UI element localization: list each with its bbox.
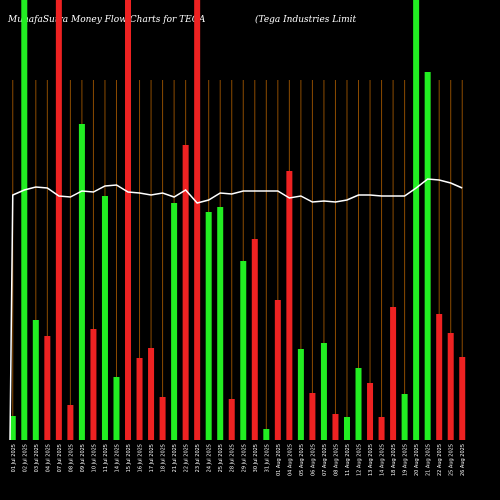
x-tick-label: 14 Jul 2025 bbox=[114, 444, 120, 472]
bar bbox=[424, 72, 431, 440]
x-tick-label: 13 Aug 2025 bbox=[368, 444, 374, 476]
x-tick-label: 12 Aug 2025 bbox=[357, 444, 363, 476]
bar bbox=[459, 357, 466, 440]
x-tick-label: 18 Jul 2025 bbox=[161, 444, 167, 472]
bar bbox=[90, 329, 97, 440]
x-tick-label: 21 Aug 2025 bbox=[426, 444, 432, 476]
bar bbox=[78, 124, 85, 440]
bar bbox=[251, 239, 258, 440]
x-tick-label: 08 Jul 2025 bbox=[68, 444, 74, 472]
x-tick-label: 17 Jul 2025 bbox=[149, 444, 155, 472]
bar bbox=[32, 320, 39, 440]
x-tick-label: 29 Jul 2025 bbox=[241, 444, 247, 472]
bar bbox=[332, 414, 339, 440]
bar bbox=[401, 394, 408, 440]
bar bbox=[125, 0, 132, 440]
bar bbox=[67, 405, 74, 440]
x-tick-label: 10 Jul 2025 bbox=[91, 444, 97, 472]
price-line bbox=[9, 178, 463, 441]
x-tick-label: 30 Jul 2025 bbox=[253, 444, 259, 472]
x-tick-label: 23 Jul 2025 bbox=[195, 444, 201, 472]
bar bbox=[194, 0, 201, 440]
chart-subtitle: (Tega Industries Limit bbox=[255, 14, 357, 25]
bar bbox=[320, 343, 327, 440]
bar bbox=[297, 349, 304, 440]
bar bbox=[136, 358, 143, 440]
bar bbox=[343, 417, 350, 440]
x-tick-label: 08 Aug 2025 bbox=[333, 444, 339, 476]
x-tick-label: 19 Aug 2025 bbox=[403, 444, 409, 476]
x-tick-label: 22 Jul 2025 bbox=[184, 444, 190, 472]
x-tick-label: 24 Jul 2025 bbox=[207, 444, 213, 472]
bar bbox=[436, 314, 443, 440]
x-tick-label: 21 Jul 2025 bbox=[172, 444, 178, 472]
bar bbox=[378, 417, 385, 440]
x-tick-label: 09 Jul 2025 bbox=[80, 444, 86, 472]
x-tick-label: 14 Aug 2025 bbox=[380, 444, 386, 476]
bar bbox=[9, 416, 16, 440]
bar bbox=[182, 145, 189, 440]
bar bbox=[413, 0, 420, 440]
bar bbox=[355, 368, 362, 440]
x-tick-label: 31 Jul 2025 bbox=[264, 444, 270, 472]
x-tick-label: 25 Jul 2025 bbox=[218, 444, 224, 472]
x-tick-label: 25 Aug 2025 bbox=[449, 444, 455, 476]
bar bbox=[367, 383, 374, 440]
x-tick-label: 03 Jul 2025 bbox=[34, 444, 40, 472]
bar bbox=[113, 377, 120, 440]
bar bbox=[447, 333, 454, 440]
bar bbox=[309, 393, 316, 440]
x-tick-label: 22 Aug 2025 bbox=[437, 444, 443, 476]
x-tick-label: 04 Jul 2025 bbox=[45, 444, 51, 472]
x-tick-label: 04 Aug 2025 bbox=[287, 444, 293, 476]
x-tick-label: 01 Aug 2025 bbox=[276, 444, 282, 476]
x-tick-label: 18 Aug 2025 bbox=[391, 444, 397, 476]
bar bbox=[148, 348, 155, 440]
chart-title: MunafaSutra Money Flow Charts for TEGA bbox=[7, 15, 206, 25]
x-tick-label: 06 Aug 2025 bbox=[310, 444, 316, 476]
bar bbox=[217, 207, 224, 440]
bar bbox=[171, 203, 178, 440]
bar bbox=[44, 336, 51, 440]
x-tick-label: 28 Jul 2025 bbox=[230, 444, 236, 472]
bar bbox=[286, 171, 293, 440]
bar bbox=[21, 0, 28, 440]
bar bbox=[55, 0, 62, 440]
bar bbox=[263, 429, 270, 440]
bar bbox=[240, 261, 247, 440]
x-tick-label: 02 Jul 2025 bbox=[22, 444, 28, 472]
x-tick-label: 20 Aug 2025 bbox=[414, 444, 420, 476]
bar bbox=[390, 307, 397, 440]
x-tick-label: 26 Aug 2025 bbox=[460, 444, 466, 476]
bar bbox=[101, 196, 108, 440]
x-tick-label: 16 Jul 2025 bbox=[138, 444, 144, 472]
x-tick-label: 07 Jul 2025 bbox=[57, 444, 63, 472]
bar bbox=[228, 399, 235, 440]
bar bbox=[159, 397, 166, 440]
x-tick-label: 01 Jul 2025 bbox=[11, 444, 17, 472]
bar bbox=[205, 212, 212, 440]
x-tick-label: 07 Aug 2025 bbox=[322, 444, 328, 476]
bar bbox=[274, 300, 281, 440]
x-tick-label: 11 Aug 2025 bbox=[345, 444, 351, 476]
x-tick-label: 15 Jul 2025 bbox=[126, 444, 132, 472]
x-tick-label: 11 Jul 2025 bbox=[103, 444, 109, 472]
x-tick-label: 05 Aug 2025 bbox=[299, 444, 305, 476]
